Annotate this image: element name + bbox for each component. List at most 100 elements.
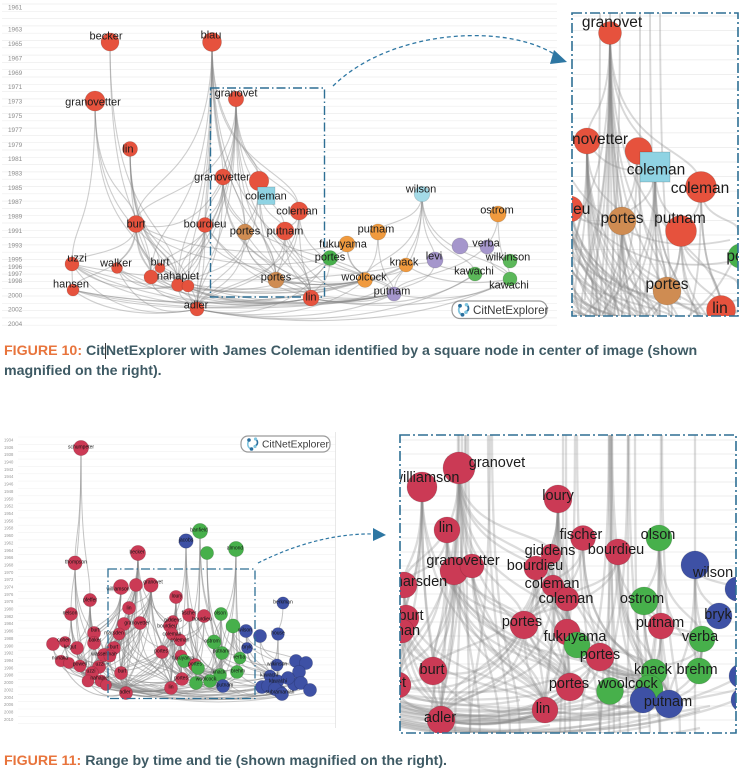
svg-text:2002: 2002 — [8, 307, 23, 314]
svg-text:1998: 1998 — [4, 673, 14, 678]
svg-text:bourdieu: bourdieu — [184, 219, 227, 231]
svg-text:coleman: coleman — [525, 576, 580, 592]
svg-text:1976: 1976 — [4, 592, 14, 597]
svg-text:1972: 1972 — [4, 577, 14, 582]
svg-text:portes: portes — [261, 272, 292, 284]
svg-text:1996: 1996 — [8, 264, 23, 271]
svg-text:woolcock: woolcock — [196, 677, 217, 683]
svg-text:1963: 1963 — [8, 27, 23, 34]
svg-text:1996: 1996 — [4, 665, 14, 670]
svg-text:portes: portes — [188, 662, 202, 668]
svg-text:CitNetExplorer: CitNetExplorer — [473, 304, 549, 317]
svg-text:uzzi: uzzi — [67, 253, 87, 265]
svg-text:2002: 2002 — [4, 687, 14, 692]
svg-text:wilson: wilson — [238, 628, 252, 634]
svg-text:putnam: putnam — [654, 210, 706, 227]
svg-text:1974: 1974 — [4, 585, 14, 590]
svg-text:1968: 1968 — [4, 563, 14, 568]
svg-text:portes: portes — [549, 676, 589, 692]
svg-text:nahapiet: nahapiet — [157, 271, 199, 283]
svg-text:CitNetExplorer: CitNetExplorer — [262, 440, 330, 451]
svg-text:knack: knack — [634, 662, 673, 678]
svg-text:kogut: kogut — [64, 645, 77, 651]
svg-text:nahapiet: nahapiet — [90, 676, 110, 682]
svg-text:1993: 1993 — [8, 243, 23, 250]
svg-text:1956: 1956 — [4, 518, 14, 523]
svg-text:granovet: granovet — [469, 455, 525, 471]
svg-text:wilkinson: wilkinson — [267, 662, 288, 668]
svg-text:woolcock: woolcock — [597, 676, 658, 692]
svg-text:kawachi: kawachi — [269, 679, 287, 685]
svg-text:coleman: coleman — [539, 591, 594, 607]
svg-text:1940: 1940 — [4, 460, 14, 465]
svg-text:novetter: novetter — [572, 131, 628, 148]
svg-text:powell: powell — [73, 662, 87, 668]
svg-text:1994: 1994 — [4, 658, 14, 663]
svg-text:almond: almond — [227, 546, 244, 552]
svg-text:adler: adler — [424, 710, 456, 726]
svg-text:burt: burt — [91, 628, 100, 634]
svg-text:1971: 1971 — [8, 84, 23, 91]
svg-text:subramanian: subramanian — [266, 690, 295, 696]
svg-text:olson: olson — [641, 527, 676, 543]
svg-text:lin: lin — [122, 144, 133, 156]
svg-text:adler: adler — [184, 300, 209, 312]
svg-text:1979: 1979 — [8, 142, 23, 149]
svg-text:giddens: giddens — [164, 618, 182, 624]
svg-text:fukuyama: fukuyama — [172, 656, 194, 662]
svg-text:banfield: banfield — [190, 528, 208, 534]
svg-text:1997: 1997 — [8, 271, 23, 278]
svg-text:lin: lin — [126, 606, 131, 612]
svg-text:fukuyama: fukuyama — [319, 239, 368, 251]
svg-text:1995: 1995 — [8, 257, 23, 264]
svg-text:williamson: williamson — [392, 470, 460, 486]
svg-text:po: po — [726, 248, 743, 265]
svg-text:burt: burt — [151, 257, 170, 269]
svg-text:fischer: fischer — [560, 527, 603, 543]
svg-text:1962: 1962 — [4, 540, 14, 545]
svg-text:coleman: coleman — [276, 206, 318, 218]
svg-text:2000: 2000 — [4, 680, 14, 685]
svg-text:marsden: marsden — [104, 631, 124, 637]
svg-text:1983: 1983 — [8, 171, 23, 178]
svg-text:wilson: wilson — [405, 184, 437, 196]
svg-text:lin: lin — [305, 292, 316, 304]
svg-text:loury: loury — [172, 594, 183, 600]
svg-text:1952: 1952 — [4, 504, 14, 509]
svg-text:1975: 1975 — [8, 113, 23, 120]
svg-text:house: house — [271, 631, 285, 637]
svg-text:1938: 1938 — [4, 452, 14, 457]
svg-text:becker: becker — [89, 31, 122, 43]
svg-text:burt: burt — [399, 608, 424, 624]
svg-text:portes: portes — [580, 647, 620, 663]
svg-text:1991: 1991 — [8, 228, 23, 235]
svg-text:1934: 1934 — [4, 438, 14, 443]
svg-text:walker: walker — [99, 258, 132, 270]
svg-text:1948: 1948 — [4, 489, 14, 494]
svg-text:burt: burt — [118, 669, 127, 675]
svg-text:becker: becker — [129, 550, 144, 556]
svg-text:coleman: coleman — [171, 638, 190, 644]
svg-text:coleman: coleman — [671, 180, 730, 197]
svg-text:2004: 2004 — [4, 695, 14, 700]
svg-text:1970: 1970 — [4, 570, 14, 575]
svg-text:marsden: marsden — [391, 574, 447, 590]
svg-text:lin: lin — [439, 520, 454, 536]
svg-text:coleman: coleman — [163, 632, 182, 638]
svg-text:1981: 1981 — [8, 156, 23, 163]
svg-text:1961: 1961 — [8, 5, 23, 12]
svg-text:1967: 1967 — [8, 56, 23, 63]
svg-text:coleman: coleman — [627, 162, 686, 179]
svg-text:1989: 1989 — [8, 214, 23, 221]
svg-text:1992: 1992 — [4, 651, 14, 656]
svg-text:jacobs: jacobs — [178, 538, 194, 544]
svg-text:1980: 1980 — [4, 607, 14, 612]
svg-text:et: et — [394, 675, 406, 691]
svg-text:knack: knack — [390, 257, 419, 269]
svg-text:1986: 1986 — [4, 629, 14, 634]
svg-text:blau: blau — [201, 30, 222, 42]
svg-text:1978: 1978 — [4, 599, 14, 604]
svg-text:1965: 1965 — [8, 41, 23, 48]
svg-text:giddens: giddens — [525, 543, 576, 559]
svg-text:1942: 1942 — [4, 467, 14, 472]
